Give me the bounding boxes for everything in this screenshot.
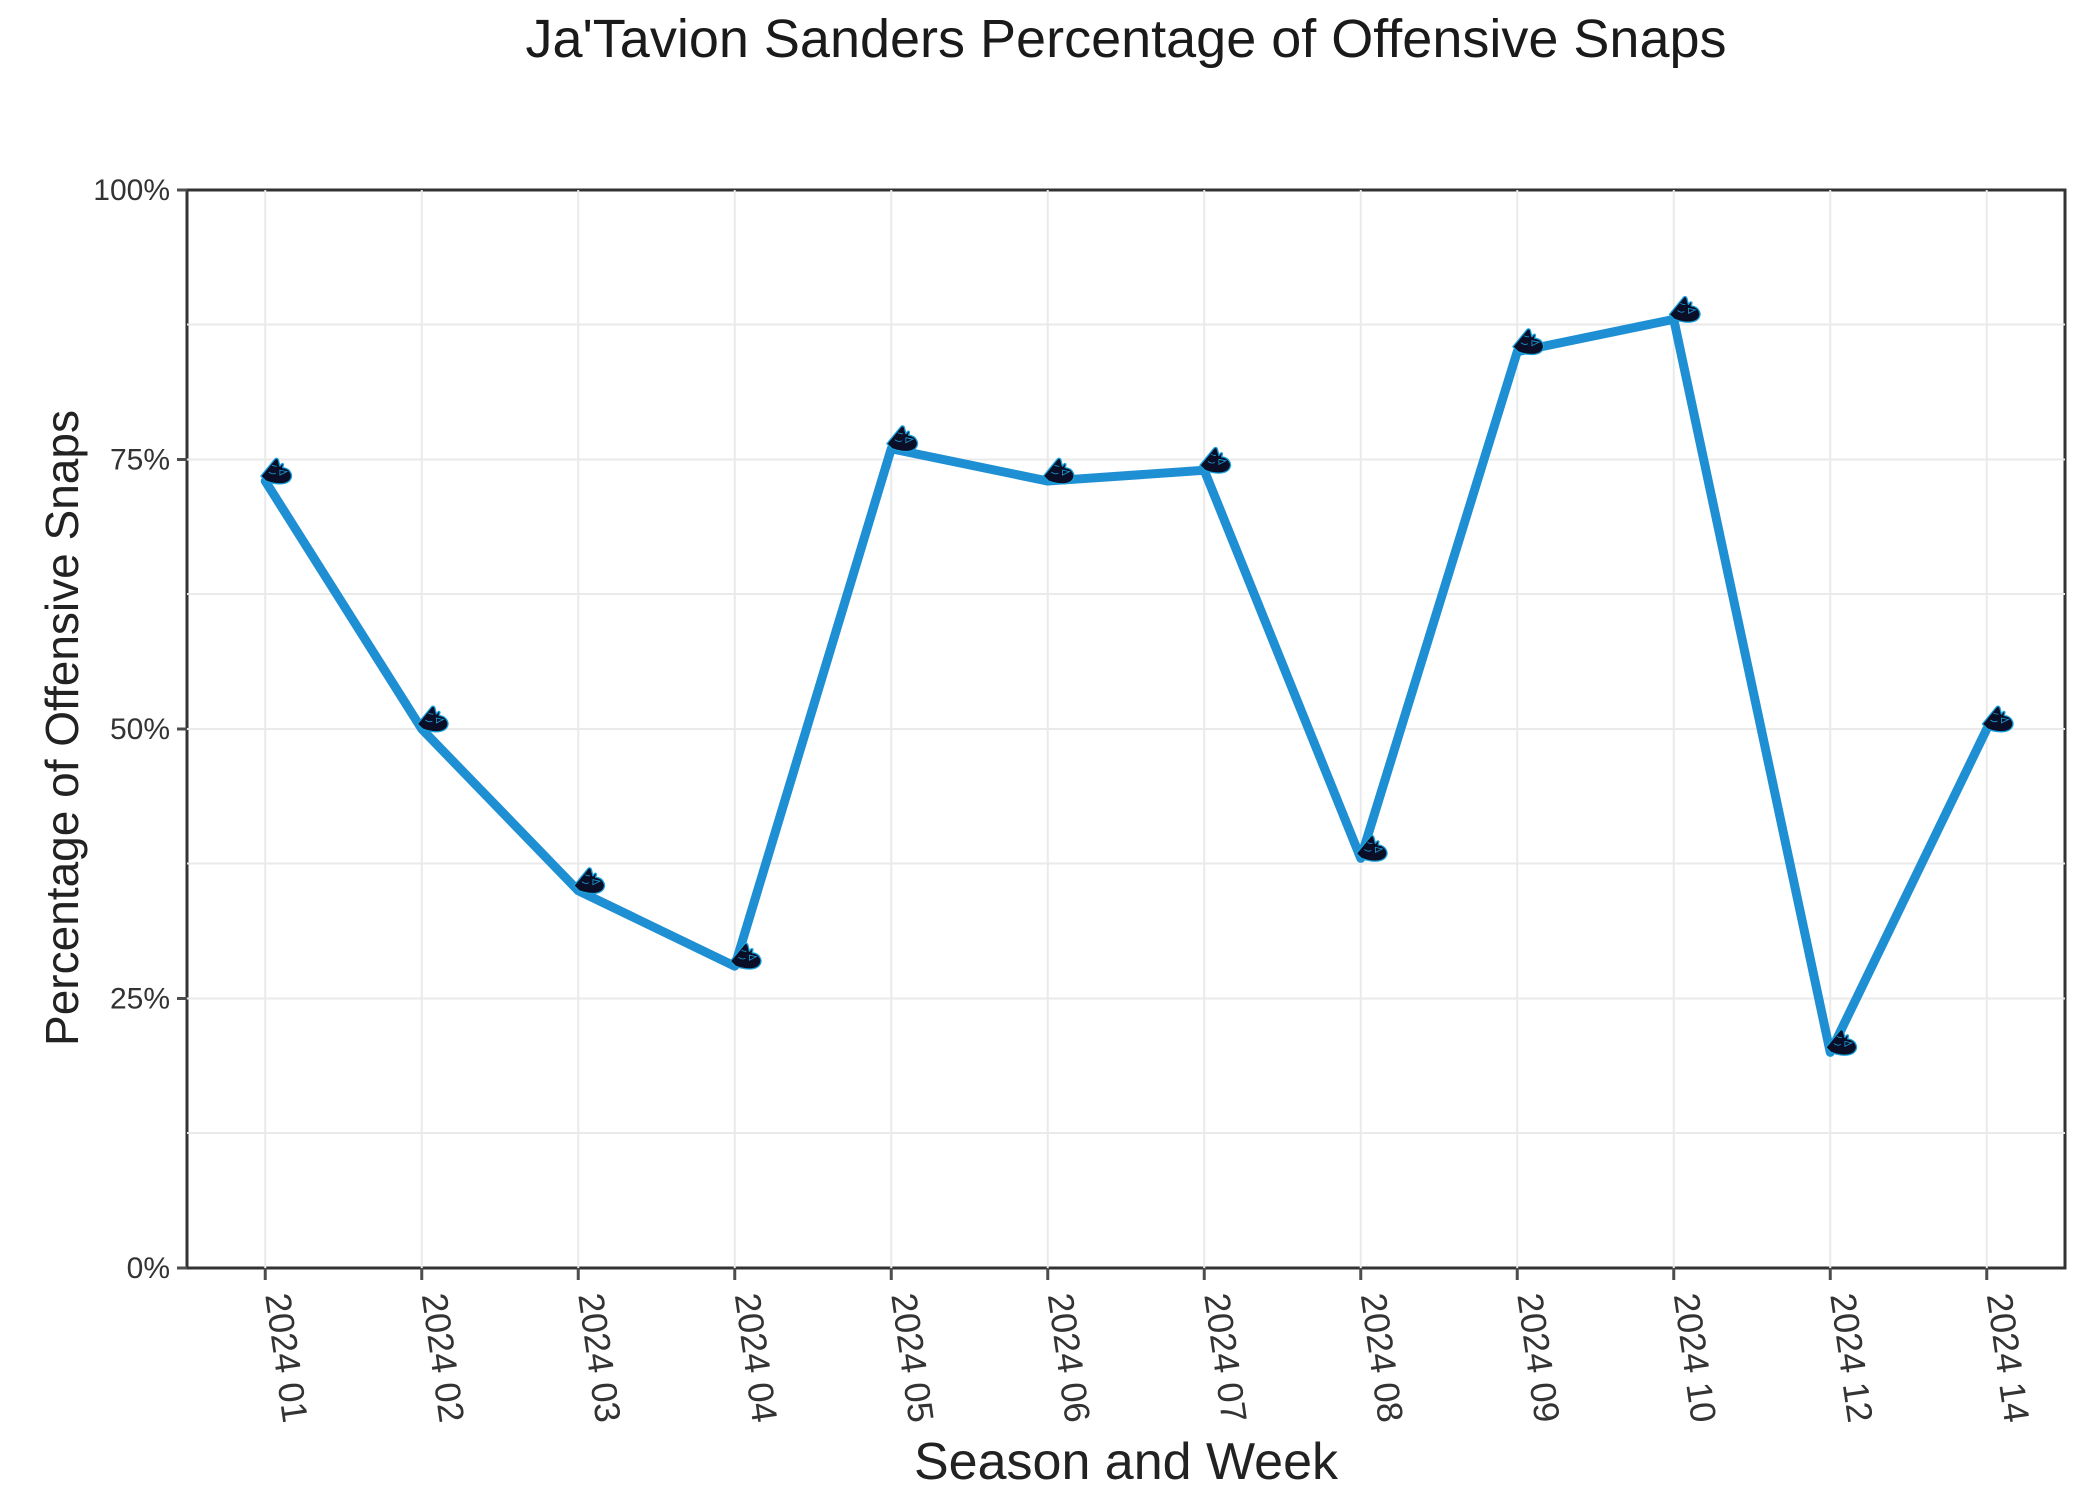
svg-text:100%: 100% <box>93 174 170 207</box>
svg-text:2024 10: 2024 10 <box>1666 1290 1725 1425</box>
svg-text:2024 07: 2024 07 <box>1196 1290 1255 1425</box>
svg-text:2024 08: 2024 08 <box>1353 1290 1412 1425</box>
svg-text:75%: 75% <box>110 444 170 477</box>
svg-text:2024 05: 2024 05 <box>883 1290 942 1425</box>
svg-text:2024 02: 2024 02 <box>414 1290 473 1425</box>
svg-text:2024 14: 2024 14 <box>1979 1290 2038 1425</box>
svg-text:2024 03: 2024 03 <box>570 1290 629 1425</box>
svg-text:2024 01: 2024 01 <box>257 1290 316 1425</box>
svg-text:2024 06: 2024 06 <box>1040 1290 1099 1425</box>
svg-text:2024 12: 2024 12 <box>1822 1290 1881 1425</box>
svg-text:25%: 25% <box>110 983 170 1016</box>
svg-text:2024 04: 2024 04 <box>727 1290 786 1425</box>
svg-text:0%: 0% <box>127 1252 170 1285</box>
svg-text:50%: 50% <box>110 713 170 746</box>
svg-text:2024 09: 2024 09 <box>1509 1290 1568 1425</box>
